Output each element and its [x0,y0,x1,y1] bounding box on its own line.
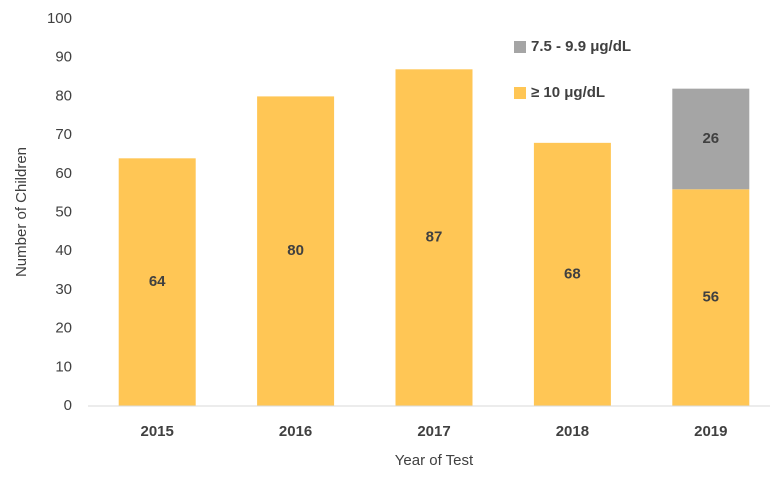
legend-label: 7.5 - 9.9 μg/dL [531,38,631,55]
bar-segment [118,158,196,406]
y-tick-label: 20 [55,320,72,337]
x-axis-title: Year of Test [395,452,474,469]
y-tick-label: 80 [55,87,72,104]
legend-swatch [514,87,526,99]
bar-segment [533,142,611,406]
data-label: 26 [702,130,719,147]
data-label: 56 [702,289,719,306]
y-axis-title: Number of Children [13,147,30,277]
y-tick-label: 10 [55,358,72,375]
data-label: 87 [426,229,443,246]
bar-segment [257,96,335,407]
bar-segment [672,189,750,406]
y-tick-label: 70 [55,126,72,143]
data-label: 68 [564,265,581,282]
bar-segment [395,69,473,406]
x-tick-label: 2016 [279,423,312,440]
legend-swatch [514,41,526,53]
y-tick-label: 50 [55,203,72,220]
x-tick-label: 2018 [556,423,589,440]
x-tick-label: 2019 [694,423,727,440]
y-tick-label: 40 [55,242,72,259]
legend-label: ≥ 10 μg/dL [531,84,605,101]
data-label: 80 [287,242,304,259]
bar-segment [672,88,750,190]
x-tick-label: 2017 [417,423,450,440]
y-tick-label: 100 [47,10,72,27]
y-tick-label: 60 [55,165,72,182]
x-tick-label: 2015 [141,423,174,440]
data-label: 64 [149,273,166,290]
y-tick-label: 30 [55,281,72,298]
y-tick-label: 0 [64,397,72,414]
y-tick-label: 90 [55,49,72,66]
